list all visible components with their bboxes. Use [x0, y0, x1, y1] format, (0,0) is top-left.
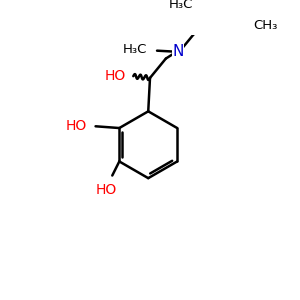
Text: H₃C: H₃C [123, 43, 147, 56]
Text: HO: HO [65, 119, 87, 133]
Text: HO: HO [95, 184, 117, 197]
Text: CH₃: CH₃ [253, 19, 277, 32]
Text: N: N [172, 44, 184, 59]
Text: H₃C: H₃C [169, 0, 193, 11]
Text: HO: HO [105, 69, 126, 83]
